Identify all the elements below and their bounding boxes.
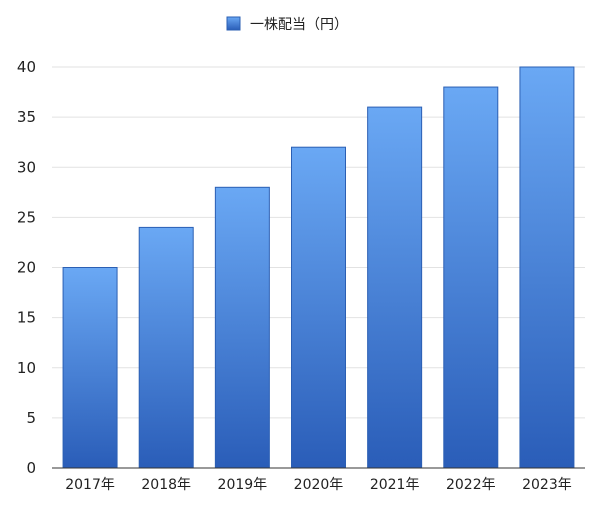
x-tick-label: 2019年 [218, 477, 268, 493]
bar [214, 186, 270, 469]
legend: 一株配当（円） [226, 16, 348, 33]
y-tick-label: 15 [17, 309, 36, 327]
bar [443, 86, 499, 469]
legend-swatch [226, 16, 241, 31]
y-tick-label: 25 [17, 208, 36, 226]
x-tick-label: 2022年 [446, 477, 496, 493]
bar [519, 66, 575, 469]
bar [138, 226, 194, 469]
bar [291, 146, 346, 469]
x-tick-label: 2017年 [65, 477, 115, 493]
y-axis-ticks: 0 5 10 15 20 25 30 35 40 [17, 58, 36, 477]
legend-label: 一株配当（円） [250, 17, 348, 33]
y-tick-label: 0 [26, 459, 36, 477]
y-tick-label: 5 [26, 409, 36, 427]
y-tick-label: 10 [17, 359, 36, 377]
bar [62, 267, 118, 469]
x-tick-label: 2020年 [294, 477, 344, 493]
x-tick-label: 2021年 [370, 477, 420, 493]
y-tick-label: 20 [17, 259, 36, 277]
y-tick-label: 35 [17, 108, 36, 126]
bar [367, 106, 423, 469]
x-tick-label: 2018年 [141, 477, 191, 493]
y-tick-label: 30 [17, 158, 36, 176]
x-tick-label: 2023年 [522, 477, 572, 493]
y-tick-label: 40 [17, 58, 36, 76]
x-axis-ticks: 2017年 2018年 2019年 2020年 2021年 2022年 2023年 [65, 477, 572, 493]
bars [62, 66, 575, 469]
